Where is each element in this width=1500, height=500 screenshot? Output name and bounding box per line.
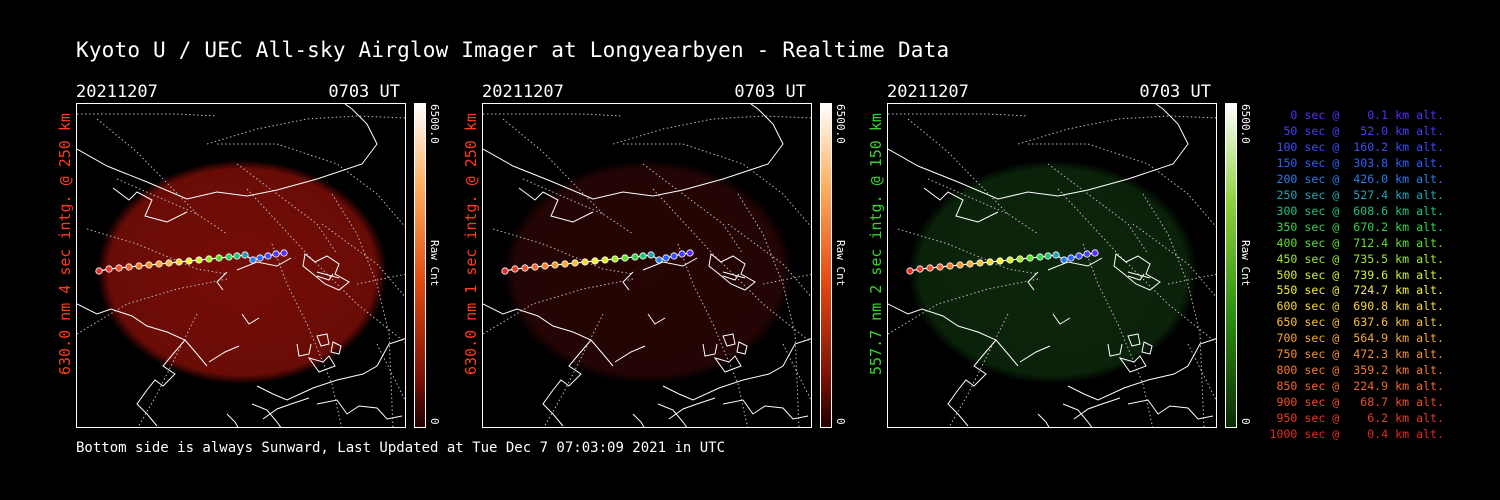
panel-1-colorbar-unit: Raw Cnt bbox=[428, 240, 441, 287]
legend-entry: 350 sec @ 670.2 km alt. bbox=[1269, 219, 1444, 234]
panel-2-label: 630.0 nm 1 sec intg. @ 250 km bbox=[462, 113, 480, 375]
legend-entry: 400 sec @ 712.4 km alt. bbox=[1269, 235, 1444, 250]
legend-entry: 800 sec @ 359.2 km alt. bbox=[1269, 363, 1444, 378]
panel-3-colorbar-min: 0 bbox=[1239, 418, 1252, 425]
legend-entry: 0 sec @ 0.1 km alt. bbox=[1269, 108, 1444, 122]
panel-2-colorbar-max: 6500.0 bbox=[834, 104, 847, 144]
panel-3-label: 557.7 nm 2 sec intg. @ 150 km bbox=[867, 113, 885, 375]
legend-entry: 1000 sec @ 0.4 km alt. bbox=[1269, 427, 1444, 442]
panel-1-date: 20211207 bbox=[76, 82, 158, 102]
panel-2-date: 20211207 bbox=[482, 82, 564, 102]
legend-entry: 200 sec @ 426.0 km alt. bbox=[1269, 171, 1444, 186]
orbit-legend: 0 sec @ 0.1 km alt. 50 sec @ 52.0 km alt… bbox=[1262, 108, 1444, 443]
panel-3-colorbar-max: 6500.0 bbox=[1239, 104, 1252, 144]
legend-entry: 50 sec @ 52.0 km alt. bbox=[1269, 123, 1444, 138]
legend-entry: 450 sec @ 735.5 km alt. bbox=[1269, 251, 1444, 266]
panel-3-colorbar-unit: Raw Cnt bbox=[1239, 240, 1252, 287]
legend-entry: 250 sec @ 527.4 km alt. bbox=[1269, 187, 1444, 202]
legend-entry: 150 sec @ 303.8 km alt. bbox=[1269, 155, 1444, 170]
panel-2-colorbar bbox=[820, 103, 832, 428]
panel-2-image bbox=[482, 103, 812, 428]
panel-1-label: 630.0 nm 4 sec intg. @ 250 km bbox=[56, 113, 74, 375]
page-title: Kyoto U / UEC All-sky Airglow Imager at … bbox=[76, 38, 950, 62]
legend-entry: 550 sec @ 724.7 km alt. bbox=[1269, 283, 1444, 298]
footer-status: Bottom side is always Sunward, Last Upda… bbox=[76, 440, 726, 456]
panel-2-time: 0703 UT bbox=[734, 82, 806, 102]
legend-entry: 300 sec @ 608.6 km alt. bbox=[1269, 203, 1444, 218]
legend-entry: 900 sec @ 68.7 km alt. bbox=[1269, 395, 1444, 410]
panel-3-date: 20211207 bbox=[887, 82, 969, 102]
panel-1-colorbar bbox=[414, 103, 426, 428]
panel-2-colorbar-unit: Raw Cnt bbox=[834, 240, 847, 287]
legend-entry: 700 sec @ 564.9 km alt. bbox=[1269, 331, 1444, 346]
legend-entry: 750 sec @ 472.3 km alt. bbox=[1269, 347, 1444, 362]
legend-entry: 600 sec @ 690.8 km alt. bbox=[1269, 299, 1444, 314]
legend-entry: 100 sec @ 160.2 km alt. bbox=[1269, 139, 1444, 154]
legend-entry: 850 sec @ 224.9 km alt. bbox=[1269, 379, 1444, 394]
panel-3-colorbar bbox=[1225, 103, 1237, 428]
panel-2-colorbar-min: 0 bbox=[834, 418, 847, 425]
legend-entry: 950 sec @ 6.2 km alt. bbox=[1269, 411, 1444, 426]
legend-entry: 650 sec @ 637.6 km alt. bbox=[1269, 315, 1444, 330]
legend-entry: 500 sec @ 739.6 km alt. bbox=[1269, 267, 1444, 282]
panel-3-time: 0703 UT bbox=[1139, 82, 1211, 102]
panel-3-image bbox=[887, 103, 1217, 428]
panel-1-time: 0703 UT bbox=[328, 82, 400, 102]
panel-1-image bbox=[76, 103, 406, 428]
panel-1-colorbar-min: 0 bbox=[428, 418, 441, 425]
panel-1-colorbar-max: 6500.0 bbox=[428, 104, 441, 144]
